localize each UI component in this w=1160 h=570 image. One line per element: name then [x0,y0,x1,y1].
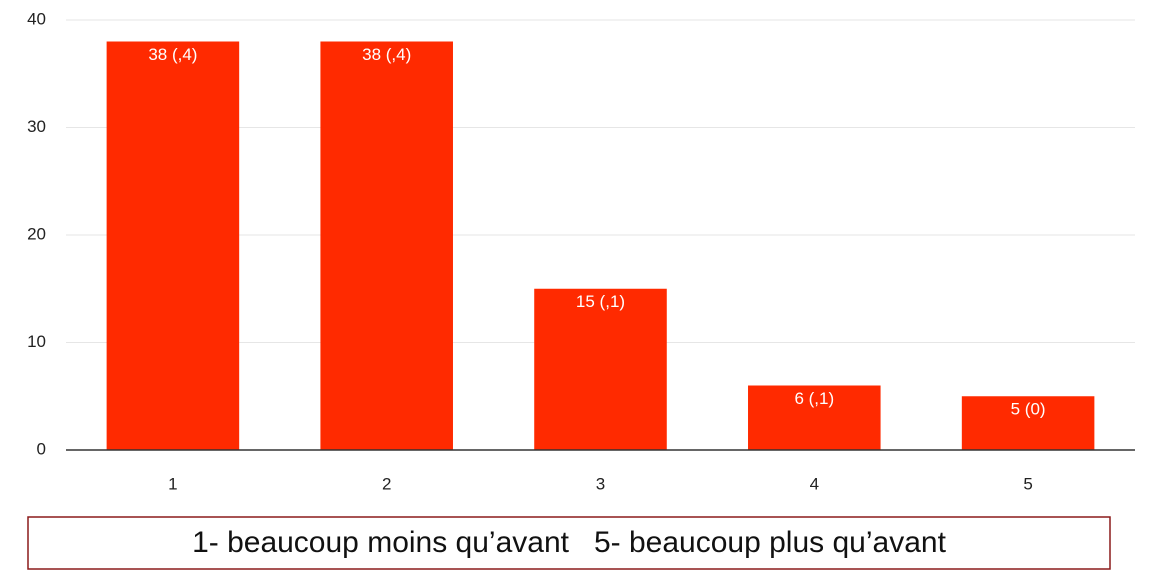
value-label: 15 (,1) [576,292,625,311]
x-tick-label: 5 [1023,474,1032,493]
y-tick-label: 0 [37,439,46,458]
value-label: 6 (,1) [794,389,834,408]
value-label: 38 (,4) [362,45,411,64]
x-tick-label: 1 [168,474,177,493]
y-tick-label: 10 [27,332,46,351]
bar [961,396,1095,450]
bar [748,385,881,450]
bar [320,41,453,450]
annotation-box [27,516,1111,570]
x-tick-label: 3 [596,474,605,493]
y-tick-label: 40 [27,9,46,28]
bar [534,288,667,450]
x-tick-label: 2 [382,474,391,493]
bar [106,41,240,450]
y-tick-label: 20 [27,224,46,243]
y-tick-label: 30 [27,117,46,136]
value-label: 5 (0) [1011,400,1046,419]
x-tick-label: 4 [810,474,819,493]
value-label: 38 (,4) [148,45,197,64]
annotation: 1- beaucoup moins qu’avant 5- beaucoup p… [192,526,947,559]
